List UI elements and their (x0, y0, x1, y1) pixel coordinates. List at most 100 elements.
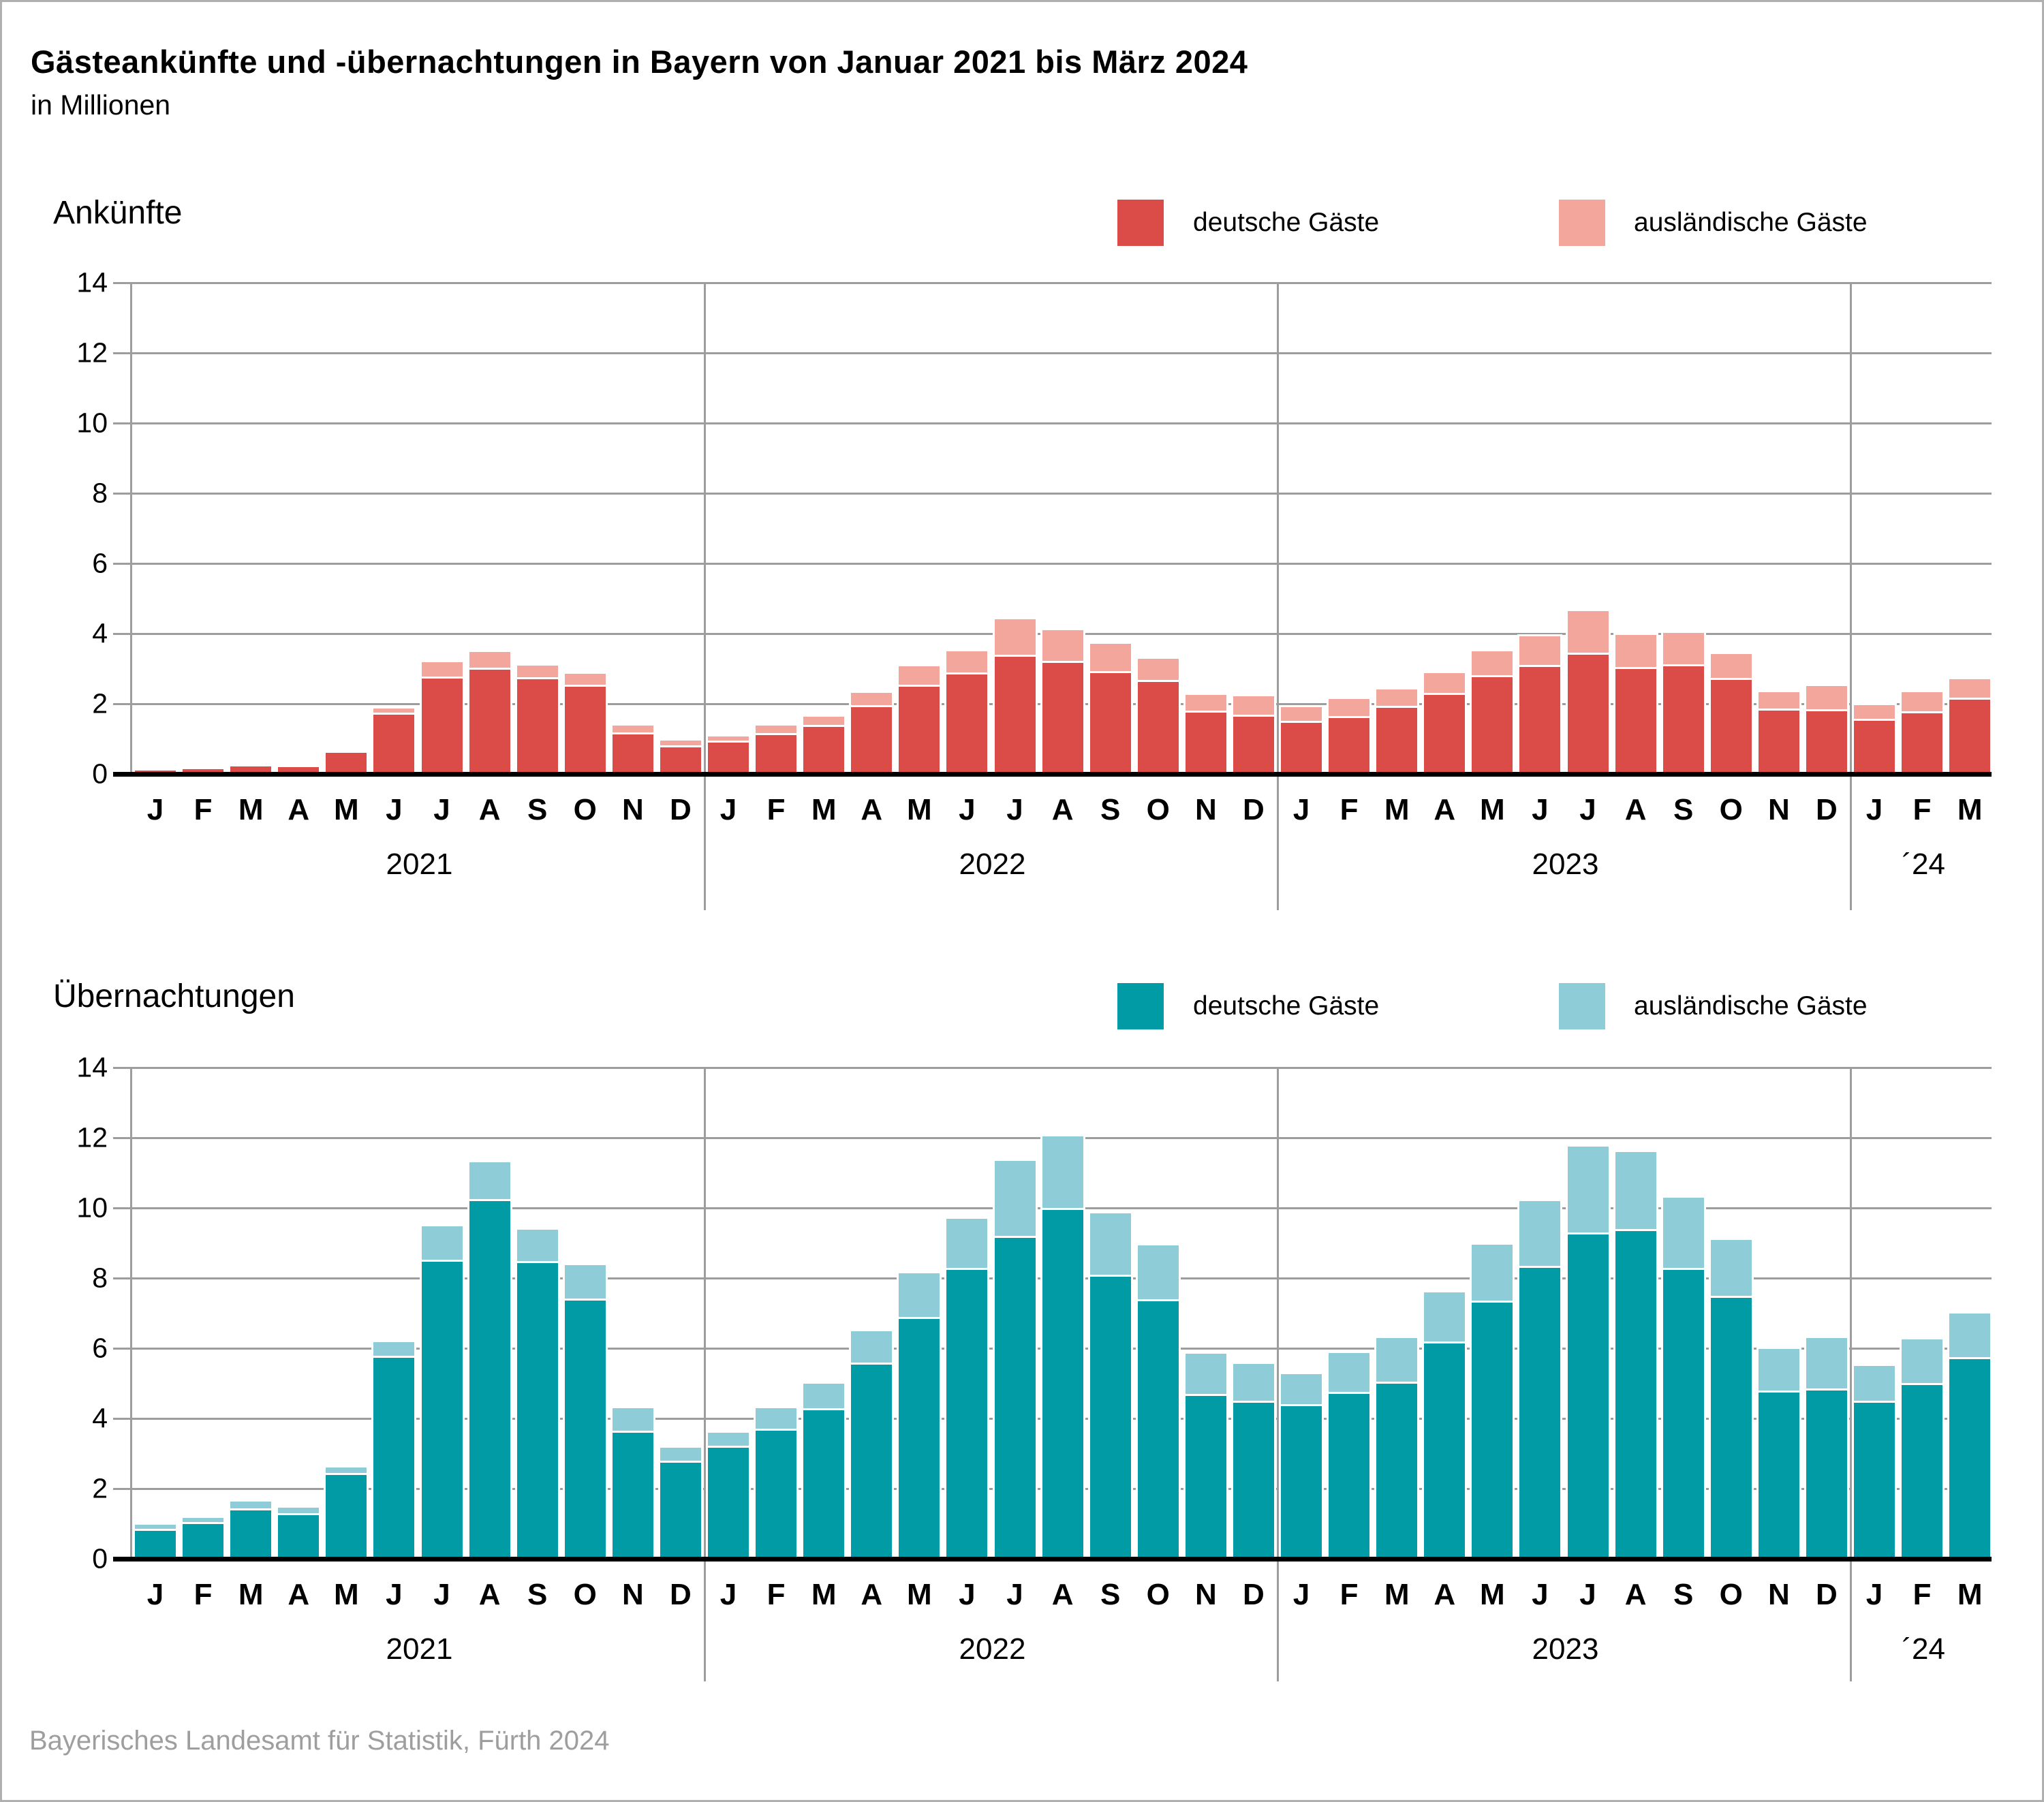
bar-segment-foreign (992, 617, 1038, 655)
bar-segment-domestic (1803, 709, 1849, 774)
bar-segment-foreign (1803, 684, 1849, 709)
x-axis-month-label: S (527, 1578, 548, 1611)
bar-month-22 (1135, 1243, 1181, 1559)
bar-segment-domestic (1803, 1388, 1849, 1559)
legend-label-domestic: deutsche Gäste (1193, 991, 1380, 1021)
bar-month-33 (1660, 631, 1706, 774)
x-axis-month-label: J (1006, 793, 1023, 826)
bar-segment-domestic (1565, 1232, 1611, 1559)
bar-segment-domestic (706, 1446, 751, 1559)
bar-segment-domestic (992, 1236, 1038, 1559)
bar-segment-domestic (1327, 1392, 1372, 1559)
bar-segment-foreign (849, 691, 895, 705)
bar-segment-domestic (1660, 1268, 1706, 1559)
bar-segment-foreign (1852, 703, 1897, 719)
bar-month-27 (1374, 687, 1420, 774)
bar-month-28 (1422, 671, 1468, 774)
bar-segment-domestic (133, 1529, 178, 1559)
bar-month-27 (1374, 1336, 1420, 1559)
x-axis-month-label: M (907, 1578, 932, 1611)
bar-month-10 (562, 672, 608, 774)
x-axis-month-label: M (334, 1578, 359, 1611)
chart-arrivals-title: Ankünfte (53, 195, 183, 231)
x-axis-month-label: A (1434, 793, 1456, 826)
x-axis-month-label: F (1340, 793, 1359, 826)
bar-segment-domestic (419, 1260, 465, 1559)
x-axis-month-label: A (1051, 1578, 1074, 1611)
bar-segment-domestic (1852, 1401, 1897, 1559)
bar-month-15 (801, 1382, 847, 1559)
bar-segment-domestic (801, 725, 847, 774)
x-axis-month-label: A (478, 793, 501, 826)
x-axis-month-label: O (1719, 1578, 1743, 1611)
bar-segment-foreign (228, 762, 274, 764)
bar-segment-domestic (1040, 661, 1085, 774)
bar-segment-foreign (1470, 1243, 1515, 1301)
legend-swatch-foreign (1559, 200, 1605, 246)
bar-segment-foreign (1040, 628, 1085, 661)
bar-segment-foreign (1040, 1134, 1085, 1208)
bar-segment-foreign (419, 660, 465, 677)
y-axis-tick-label: 12 (76, 1121, 108, 1153)
bar-segment-foreign (849, 1329, 895, 1363)
page-subtitle: in Millionen (31, 89, 171, 121)
x-axis-month-label: J (146, 1578, 164, 1611)
bar-month-37 (1852, 1364, 1897, 1559)
bar-segment-foreign (1087, 642, 1133, 671)
bar-segment-domestic (1947, 1357, 1993, 1559)
bar-segment-foreign (467, 1160, 512, 1199)
x-axis-month-label: N (1194, 1578, 1217, 1611)
bar-month-39 (1947, 677, 1993, 774)
bar-segment-foreign (181, 1516, 226, 1522)
bar-segment-foreign (1087, 1211, 1133, 1275)
bar-segment-foreign (1900, 1337, 1945, 1383)
gridline (113, 563, 1992, 565)
bar-segment-domestic (897, 1317, 942, 1559)
y-axis-line (130, 283, 132, 774)
bar-segment-foreign (657, 739, 703, 745)
bar-month-36 (1803, 684, 1849, 774)
y-axis-tick-label: 6 (92, 547, 108, 579)
bar-segment-domestic (1135, 1299, 1181, 1559)
bar-segment-foreign (1708, 1238, 1754, 1296)
bar-month-4 (276, 763, 322, 774)
x-axis-month-label: A (288, 793, 310, 826)
chart-arrivals-legend: deutsche Gäste ausländische Gäste (2, 200, 2042, 247)
bar-month-16 (849, 1329, 895, 1559)
bar-segment-foreign (1565, 1145, 1611, 1232)
x-axis-month-label: D (1243, 1578, 1265, 1611)
bar-segment-domestic (514, 1261, 560, 1559)
footer-credit: Bayerisches Landesamt für Statistik, Für… (29, 1726, 610, 1756)
bar-month-1 (133, 766, 178, 774)
bar-segment-foreign (276, 1506, 322, 1513)
x-axis-month-label: F (1913, 793, 1932, 826)
x-axis-month-label: F (766, 1578, 786, 1611)
gridline (113, 493, 1992, 495)
bar-segment-domestic (1756, 1391, 1801, 1559)
x-axis-month-label: J (719, 1578, 737, 1611)
bar-segment-domestic (1660, 664, 1706, 774)
bar-segment-foreign (897, 1271, 942, 1317)
bar-segment-foreign (1708, 652, 1754, 678)
x-axis-month-label: J (386, 793, 403, 826)
x-axis-year-label: 2021 (386, 848, 453, 881)
bar-segment-domestic (467, 668, 512, 774)
bar-month-6 (371, 706, 417, 774)
legend-swatch-foreign (1559, 983, 1605, 1029)
bar-segment-domestic (371, 1356, 417, 1559)
bar-segment-domestic (1947, 698, 1993, 774)
bar-segment-foreign (1183, 1352, 1228, 1394)
bar-segment-foreign (181, 765, 226, 767)
bar-segment-foreign (897, 664, 942, 685)
bar-month-25 (1279, 1372, 1324, 1559)
bar-segment-foreign (657, 1446, 703, 1461)
bar-segment-foreign (1613, 633, 1658, 667)
x-axis-month-label: D (670, 1578, 692, 1611)
bar-segment-domestic (1422, 693, 1468, 774)
bar-month-19 (992, 1159, 1038, 1559)
bar-segment-domestic (1279, 721, 1324, 774)
x-axis-month-label: M (1480, 1578, 1505, 1611)
y-axis-tick-label: 10 (76, 407, 108, 439)
bar-month-38 (1900, 1337, 1945, 1559)
x-axis-month-label: J (719, 793, 737, 826)
